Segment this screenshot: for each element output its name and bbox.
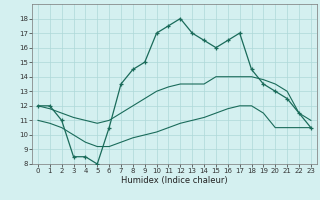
X-axis label: Humidex (Indice chaleur): Humidex (Indice chaleur) [121,176,228,185]
